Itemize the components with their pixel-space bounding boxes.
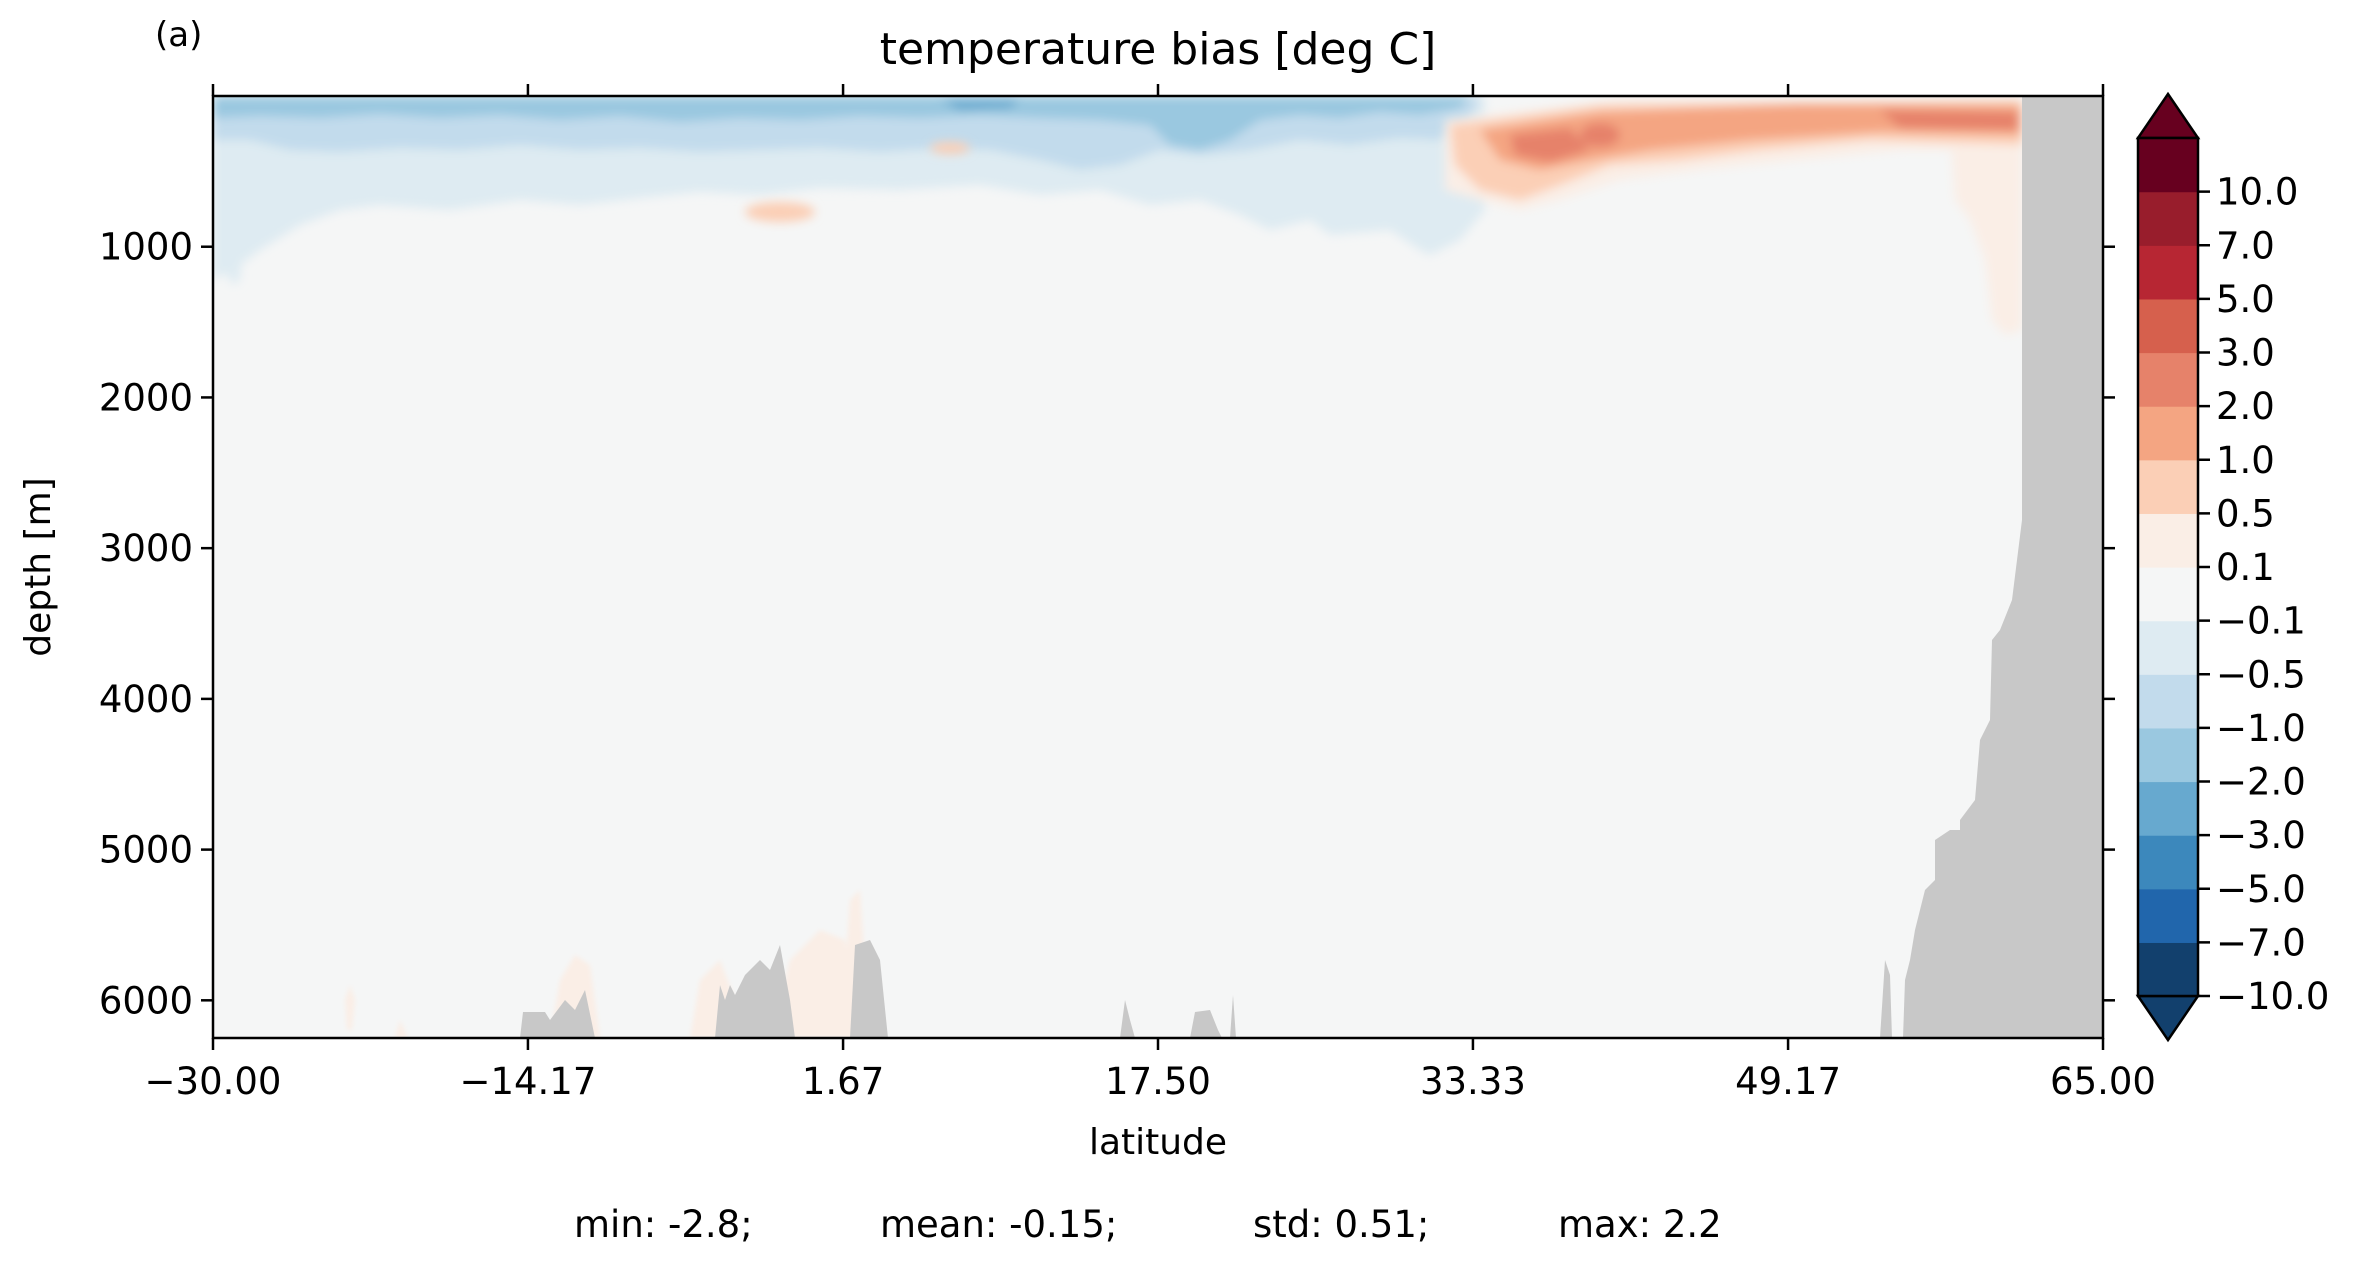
panel-label: (a) (155, 15, 202, 55)
warm-bias-north-deep (1950, 130, 2022, 335)
warm-bias-strong (1480, 104, 2020, 170)
colorbar-tick-label: 7.0 (2216, 224, 2275, 267)
colorbar-tick-label: 0.5 (2216, 492, 2275, 535)
stat-max: max: 2.2 (1558, 1203, 1722, 1246)
colorbar-tick-label: 2.0 (2216, 385, 2275, 428)
x-tick-label: −30.00 (145, 1060, 282, 1103)
warm-bias-patch-b (930, 142, 970, 154)
y-axis-label: depth [m] (18, 477, 59, 656)
colorbar-swatch (2138, 191, 2198, 246)
y-tick-label: 2000 (99, 376, 193, 419)
land-mask-floor-f (1230, 995, 1236, 1038)
y-axis: 1000 2000 3000 4000 5000 6000 (99, 226, 2115, 1022)
x-tick-label: 17.50 (1105, 1060, 1211, 1103)
colorbar-tick-label: −0.5 (2216, 653, 2306, 696)
colorbar-swatch (2138, 138, 2198, 193)
colorbar-swatch (2138, 567, 2198, 622)
y-tick-label: 4000 (99, 678, 193, 721)
stat-std: std: 0.51; (1253, 1203, 1429, 1246)
colorbar-swatch (2138, 674, 2198, 729)
x-tick-label: 1.67 (802, 1060, 884, 1103)
warm-bias-core-north (1880, 110, 2018, 130)
colorbar: −10.0 −7.0 −5.0 −3.0 −2.0 −1.0 −0.5 −0.1 0.1 0.5 1… (2135, 91, 2329, 1043)
y-tick-label: 3000 (99, 527, 193, 570)
land-mask-floor-b (715, 945, 795, 1038)
cold-bias-region (213, 96, 1485, 285)
y-tick-label: 1000 (99, 226, 193, 269)
x-tick-label: 33.33 (1420, 1060, 1526, 1103)
colorbar-tick-label: 1.0 (2216, 439, 2275, 482)
x-tick-label: −14.17 (459, 1060, 596, 1103)
colorbar-swatch (2138, 513, 2198, 568)
colorbar-swatch (2138, 459, 2198, 514)
colorbar-tick-label: −5.0 (2216, 868, 2306, 911)
warm-bias-patch-a (1580, 123, 1620, 147)
land-mask-bathymetry (1903, 96, 2103, 1038)
cold-bias-core (940, 100, 1020, 110)
stat-min: min: -2.8; (574, 1203, 753, 1246)
colorbar-tick-label: 10.0 (2216, 171, 2298, 214)
colorbar-tick-label: −0.1 (2216, 600, 2306, 643)
x-tick-label: 49.17 (1735, 1060, 1841, 1103)
land-mask-seamount (1880, 960, 1892, 1038)
y-tick-label: 5000 (99, 829, 193, 872)
deep-warm-patch-c (770, 930, 860, 1038)
warm-bias-patch-c (745, 202, 815, 222)
colorbar-swatch (2138, 406, 2198, 461)
colorbar-swatch (2138, 352, 2198, 407)
colorbar-tick-label: −2.0 (2216, 761, 2306, 804)
land-mask (520, 96, 2103, 1038)
colorbar-swatch (2138, 298, 2198, 354)
colorbar-swatch (2138, 888, 2198, 943)
x-axis: −30.00 −14.17 1.67 17.50 33.33 49.17 65.00 (145, 84, 2156, 1103)
land-mask-floor-e (1190, 1010, 1222, 1038)
plot-area (213, 96, 2103, 1038)
colorbar-swatch (2138, 727, 2198, 783)
colorbar-tick-label: 0.1 (2216, 546, 2275, 589)
colorbar-swatch (2138, 245, 2198, 300)
land-mask-floor-d (1120, 1000, 1135, 1038)
cold-bias-strong-layer (213, 96, 1470, 150)
y-tick-label: 6000 (99, 979, 193, 1022)
warm-bias-core (1510, 128, 1590, 162)
colorbar-tick-label: −10.0 (2216, 975, 2329, 1018)
colorbar-tick-label: 3.0 (2216, 332, 2275, 375)
warm-bias-region (745, 100, 2022, 335)
colorbar-swatch (2138, 781, 2198, 836)
x-tick-label: 65.00 (2050, 1060, 2156, 1103)
colorbar-swatch (2138, 942, 2198, 997)
colorbar-swatch (2138, 620, 2198, 675)
colorbar-tick-label: −3.0 (2216, 814, 2306, 857)
deep-warm-patch-e (345, 985, 355, 1030)
stat-mean: mean: -0.15; (880, 1203, 1117, 1246)
colorbar-tick-label: −7.0 (2216, 921, 2306, 964)
field-background (213, 96, 2103, 1038)
stats-line: min: -2.8; mean: -0.15; std: 0.51; max: … (574, 1203, 1722, 1246)
deep-warm-patch-f (395, 1020, 408, 1038)
x-axis-label: latitude (1089, 1122, 1227, 1163)
land-mask-floor-a (520, 990, 595, 1038)
colorbar-swatch (2138, 835, 2198, 890)
cold-bias-deep-tongue (213, 130, 245, 285)
colorbar-extend-max (2135, 91, 2201, 140)
colorbar-tick-label: 5.0 (2216, 278, 2275, 321)
chart-title: temperature bias [deg C] (880, 24, 1437, 75)
colorbar-extend-min (2135, 994, 2201, 1043)
colorbar-tick-label: −1.0 (2216, 707, 2306, 750)
land-mask-floor-c (850, 940, 888, 1038)
